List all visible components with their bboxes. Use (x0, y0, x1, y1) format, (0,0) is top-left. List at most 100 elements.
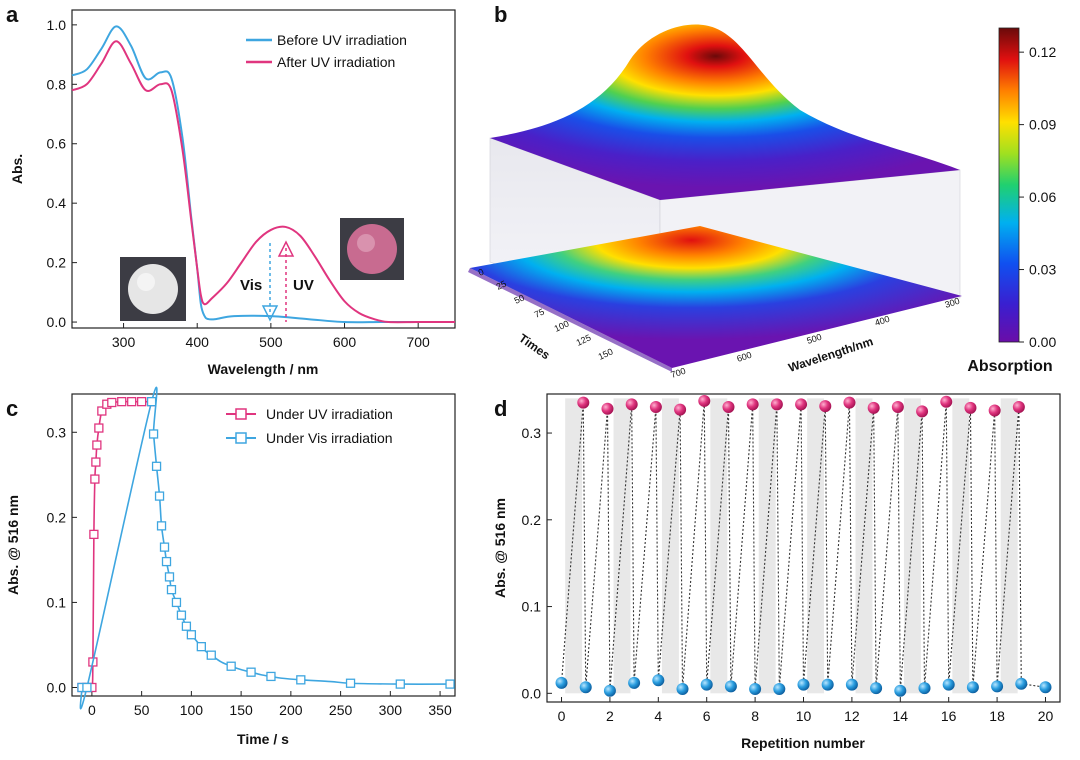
high-point (819, 400, 832, 413)
legend-vis-label: Under Vis irradiation (266, 430, 393, 446)
high-point (577, 396, 590, 409)
panel-a-letter: a (6, 2, 19, 27)
low-point (628, 676, 641, 689)
irradiation-band (903, 398, 921, 694)
colorbar (998, 27, 1020, 343)
svg-text:0: 0 (477, 267, 486, 278)
panel-c-ticks: 0 50 100 150 200 250 300 350 0.0 0.1 0.2 0.3 (47, 424, 452, 718)
colorbar-ticks: 0.00 0.03 0.06 0.09 0.12 (1019, 44, 1056, 350)
colorbar-tick-label: 0.03 (1029, 262, 1056, 278)
low-point (870, 682, 883, 695)
low-point (1015, 677, 1028, 690)
data-point (186, 630, 197, 640)
high-point (916, 405, 929, 418)
high-point (964, 401, 977, 414)
high-point (698, 394, 711, 407)
data-point (445, 679, 455, 689)
irradiation-band (758, 398, 776, 694)
data-point (395, 679, 405, 689)
svg-text:25: 25 (495, 279, 508, 292)
irradiation-band (1000, 398, 1018, 694)
x-tick-label: 16 (941, 708, 957, 724)
svg-text:600: 600 (736, 350, 753, 364)
x-tick-label: 14 (893, 708, 909, 724)
bottom-projection (470, 226, 962, 368)
vis-arrow-head (261, 305, 279, 322)
colorbar-tick-label: 0.09 (1029, 117, 1056, 133)
high-point (1012, 401, 1025, 414)
y-tick-label: 0.4 (47, 195, 67, 211)
x-tick-label: 400 (186, 334, 210, 350)
low-point (749, 682, 762, 695)
y-tick-label: 0.3 (47, 424, 67, 440)
data-point (82, 682, 92, 693)
svg-text:400: 400 (874, 314, 891, 328)
y-tick-label: 0.1 (47, 594, 67, 610)
cycle-connector (560, 400, 1046, 691)
low-point (966, 681, 979, 694)
panel-a-ylabel: Abs. (9, 154, 25, 184)
annot-vis: Vis (240, 277, 262, 294)
legend-after-label: After UV irradiation (277, 54, 395, 70)
y-tick-label: 0.2 (47, 255, 67, 271)
data-point (146, 397, 157, 407)
data-point (246, 667, 256, 677)
data-point (166, 585, 177, 595)
wavelength-axis-label: Wavelength/nm (787, 334, 875, 375)
low-point (773, 682, 786, 695)
high-point (625, 398, 638, 411)
times-axis-label: Times (516, 331, 553, 362)
data-point (89, 529, 99, 540)
high-point (674, 403, 687, 416)
panel-d-xlabel: Repetition number (741, 735, 865, 751)
x-tick-label: 600 (333, 334, 357, 350)
data-point (206, 650, 216, 660)
panel-a-ticks: 300 400 500 600 700 0.0 0.2 0.4 0.6 0.8 1.0 (47, 17, 431, 350)
high-point (649, 401, 662, 414)
panel-c-letter: c (6, 396, 18, 421)
x-tick-label: 12 (844, 708, 860, 724)
low-point (845, 678, 858, 691)
data-point (91, 457, 101, 467)
irradiation-band (952, 398, 970, 694)
panel-a-lines (71, 25, 455, 324)
x-tick-label: 700 (406, 334, 430, 350)
x-tick-label: 250 (329, 702, 353, 718)
svg-text:700: 700 (670, 366, 687, 380)
panel-d-lines (555, 394, 1052, 697)
x-tick-label: 500 (259, 334, 283, 350)
x-tick-label: 2 (606, 708, 614, 724)
data-point (296, 675, 306, 685)
high-point (891, 401, 904, 414)
low-point (894, 684, 907, 697)
low-point (821, 678, 834, 691)
data-point (127, 397, 137, 407)
data-point (196, 642, 206, 652)
irradiation-band (613, 398, 631, 694)
data-point (90, 474, 100, 484)
x-tick-label: 0 (558, 708, 566, 724)
panel-c: c 0 50 100 150 200 250 300 350 0.0 0.1 0.2 0.3 Time… (5, 386, 456, 747)
panel-d-bands (565, 398, 1018, 694)
x-tick-label: 10 (796, 708, 812, 724)
colorbar-tick-label: 0.12 (1029, 44, 1056, 60)
svg-text:150: 150 (597, 346, 615, 361)
high-point (722, 401, 735, 414)
x-tick-label: 0 (88, 702, 96, 718)
svg-text:125: 125 (575, 332, 593, 347)
y-tick-label: 0.3 (522, 425, 542, 441)
svg-text:75: 75 (533, 307, 546, 320)
panel-c-lines (77, 386, 455, 710)
data-point (107, 397, 117, 408)
sample-photo-before (120, 257, 186, 321)
data-point (159, 542, 170, 552)
y-tick-label: 0.8 (47, 76, 67, 92)
high-point (988, 404, 1001, 417)
panel-b: b 0 25 50 75 100 125 150 Times 700 600 5… (468, 2, 1056, 380)
panel-a-frame (71, 9, 456, 329)
colorbar-tick-label: 0.06 (1029, 189, 1056, 205)
panel-a-xlabel: Wavelength / nm (208, 361, 319, 377)
panel-d: d 0 2 4 6 8 10 12 14 16 18 20 0.0 0.1 0.2 0.3 Repetiti… (492, 393, 1061, 751)
panel-c-ylabel: Abs. @ 516 nm (5, 495, 21, 595)
